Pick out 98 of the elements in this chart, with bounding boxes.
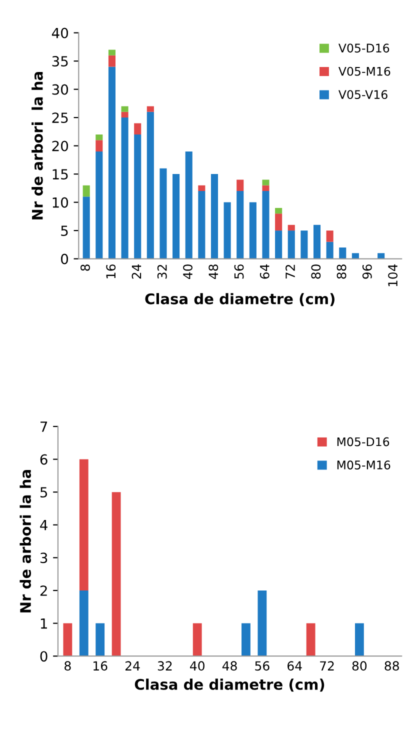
bar — [210, 174, 218, 259]
bar — [326, 230, 334, 242]
bar — [185, 151, 192, 259]
y-tick-label: 6 — [40, 454, 48, 465]
bar — [262, 185, 270, 191]
x-tick-label: 8 — [64, 661, 71, 671]
bar — [108, 50, 116, 56]
bar — [262, 191, 270, 259]
bar — [354, 623, 364, 656]
bar — [275, 230, 282, 259]
bar — [275, 208, 282, 214]
y-tick-label: 2 — [40, 585, 47, 596]
y-tick-label: 3 — [40, 552, 48, 564]
bar — [96, 140, 103, 152]
x-tick-label: 24 — [132, 264, 142, 279]
y-tick-label: 7 — [40, 422, 48, 432]
y-axis-title: Nr de arbori la ha — [32, 72, 43, 220]
x-tick-label: 80 — [311, 264, 321, 279]
bar — [121, 112, 128, 118]
x-tick-label: 32 — [158, 661, 172, 671]
x-tick-label: 24 — [125, 661, 140, 670]
x-axis-title: Clasa de diametre (cm) — [145, 293, 334, 306]
bar — [108, 66, 116, 259]
x-tick-label: 72 — [286, 264, 295, 279]
y-tick-label: 20 — [52, 140, 68, 152]
bar — [306, 623, 316, 656]
bar — [262, 180, 270, 186]
bar — [172, 174, 180, 259]
legend-label: V05-M16 — [338, 66, 390, 76]
legend-label: V05-V16 — [338, 90, 388, 100]
bar — [79, 459, 88, 590]
bar — [198, 191, 206, 259]
bar — [134, 134, 142, 259]
y-tick-label: 25 — [52, 112, 68, 124]
bar — [192, 623, 202, 656]
x-tick-label: 88 — [384, 661, 399, 671]
bar — [300, 230, 308, 259]
bar — [288, 230, 295, 259]
bar — [160, 168, 167, 259]
x-tick-label: 40 — [183, 264, 192, 279]
bar — [108, 55, 116, 67]
legend-label: M05-M16 — [337, 460, 390, 470]
bar — [313, 224, 321, 259]
x-tick-label: 48 — [208, 264, 218, 279]
bar — [249, 202, 256, 259]
bar — [79, 590, 88, 656]
x-tick-label: 8 — [80, 264, 90, 271]
bar — [224, 202, 231, 259]
bar — [112, 492, 121, 656]
y-axis-title: Nr de arbori la ha — [20, 470, 32, 612]
x-tick-label: 88 — [336, 264, 346, 279]
bar — [134, 123, 142, 134]
y-tick-label: 4 — [40, 520, 48, 530]
x-tick-label: 32 — [157, 264, 167, 279]
legend-label: M05-D16 — [337, 437, 390, 446]
y-tick-label: 40 — [52, 28, 68, 38]
bar — [326, 242, 334, 259]
y-tick-label: 10 — [52, 197, 68, 208]
bar — [236, 191, 244, 259]
legend-label: V05-D16 — [338, 44, 390, 53]
x-tick-label: 96 — [362, 264, 372, 279]
x-tick-label: 56 — [234, 264, 244, 279]
bar — [96, 623, 105, 656]
y-tick-label: 5 — [61, 226, 68, 236]
x-tick-label: 16 — [106, 264, 116, 278]
bar — [121, 106, 128, 112]
y-tick-label: 15 — [52, 169, 68, 180]
bar — [146, 106, 154, 112]
bar — [288, 224, 295, 231]
bar — [275, 214, 282, 231]
y-tick-label: 0 — [40, 651, 48, 662]
x-tick-label: 64 — [288, 661, 302, 671]
x-tick-label: 48 — [222, 661, 237, 671]
x-tick-label: 40 — [190, 661, 204, 671]
x-tick-label: 64 — [260, 264, 270, 279]
y-tick-label: 5 — [40, 487, 48, 498]
x-tick-label: 56 — [255, 661, 270, 671]
bar — [198, 185, 206, 191]
bar — [82, 185, 90, 197]
y-tick-label: 0 — [61, 254, 68, 264]
y-tick-label: 1 — [40, 618, 47, 629]
x-tick-label: 104 — [388, 264, 398, 286]
bar — [242, 623, 250, 656]
bar — [146, 112, 154, 259]
bar — [339, 247, 346, 259]
y-tick-label: 35 — [52, 56, 68, 67]
x-tick-label: 80 — [352, 661, 367, 671]
bar — [96, 151, 103, 259]
x-tick-label: 16 — [94, 661, 108, 671]
bar — [236, 180, 244, 191]
x-tick-label: 72 — [320, 661, 334, 670]
bar — [121, 118, 128, 259]
bar — [82, 196, 90, 259]
bar — [63, 623, 72, 656]
y-tick-label: 30 — [52, 84, 68, 95]
x-axis-title: Clasa de diametre (cm) — [134, 678, 324, 692]
bar — [96, 134, 103, 140]
bar — [258, 590, 267, 656]
